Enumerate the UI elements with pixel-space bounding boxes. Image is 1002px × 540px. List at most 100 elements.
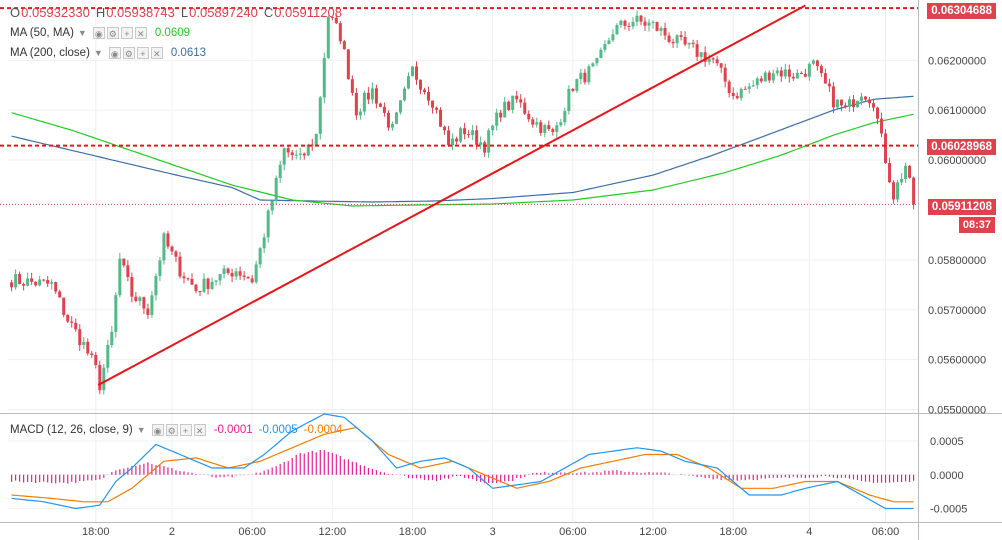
candle	[158, 257, 162, 282]
ma200-line	[11, 95, 914, 203]
gear-icon[interactable]: ⚙	[106, 27, 119, 39]
candle	[190, 273, 194, 285]
close-icon[interactable]: ✕	[193, 424, 206, 436]
candle-body	[26, 278, 30, 286]
price-axis: 0.06200000 0.06100000 0.06000000 0.05800000…	[928, 55, 986, 416]
candle-body	[763, 72, 767, 82]
candle-body	[892, 182, 896, 200]
candle-body	[643, 21, 647, 26]
macd-legend[interactable]: MACD (12, 26, close, 9) ▼ ◉ ⚙ + ✕ -0.0001 -…	[10, 421, 343, 439]
gear-icon[interactable]: ⚙	[165, 424, 178, 436]
candle	[258, 246, 262, 269]
candle	[202, 273, 206, 293]
chevron-down-icon[interactable]: ▼	[93, 48, 103, 58]
candle	[711, 57, 715, 64]
ma200-legend[interactable]: MA (200, close) ▼ ◉ ⚙ + ✕ 0.0613	[10, 44, 206, 62]
candle	[214, 279, 218, 286]
candle	[467, 130, 471, 139]
candle-body	[679, 35, 683, 38]
candle	[727, 79, 731, 98]
candle	[843, 102, 847, 109]
candle	[579, 68, 583, 85]
candle-body	[146, 308, 150, 315]
candle-body	[851, 99, 855, 108]
candle-body	[358, 111, 362, 116]
candle-body	[791, 76, 795, 79]
candle-body	[354, 92, 358, 116]
candle	[835, 99, 839, 109]
candle	[591, 62, 595, 68]
candle-body	[439, 109, 443, 127]
candle	[627, 22, 631, 31]
gear-icon[interactable]: ⚙	[122, 47, 135, 59]
candle-body	[511, 95, 515, 110]
candle-body	[555, 125, 559, 132]
candle-body	[222, 268, 226, 275]
candle-body	[451, 138, 455, 146]
candle	[451, 133, 455, 151]
candle-body	[651, 21, 655, 23]
candle-body	[735, 96, 739, 99]
candle	[282, 147, 286, 171]
candle-body	[655, 21, 659, 31]
candle-body	[158, 260, 162, 276]
candle	[246, 276, 250, 279]
candle-body	[290, 152, 294, 156]
eye-icon[interactable]: ◉	[92, 27, 105, 39]
candle	[58, 289, 62, 298]
candle-body	[819, 66, 823, 74]
candle-body	[390, 123, 394, 128]
candle-body	[166, 233, 170, 247]
candle-body	[811, 60, 815, 64]
candle	[398, 99, 402, 115]
close-icon[interactable]: ✕	[150, 47, 163, 59]
time-tick-label: 06:00	[559, 526, 587, 538]
candle-body	[202, 278, 206, 292]
candle	[218, 273, 222, 286]
candle-body	[587, 66, 591, 83]
candle	[892, 180, 896, 204]
candle-body	[22, 283, 26, 286]
candle	[310, 138, 314, 151]
candle-body	[254, 264, 258, 283]
candle	[479, 136, 483, 150]
candle	[876, 106, 880, 125]
candle	[178, 251, 182, 279]
candle	[94, 352, 98, 369]
ma50-line	[11, 112, 914, 207]
close-icon[interactable]: ✕	[134, 27, 147, 39]
candle-body	[342, 41, 346, 50]
candle	[755, 76, 759, 89]
candle	[274, 175, 278, 206]
candle	[495, 108, 499, 131]
candle	[896, 179, 900, 203]
candle	[815, 59, 819, 71]
plus-icon[interactable]: +	[120, 27, 133, 39]
ma50-legend[interactable]: MA (50, MA) ▼ ◉ ⚙ + ✕ 0.0609	[10, 24, 190, 42]
candle-body	[775, 70, 779, 74]
eye-icon[interactable]: ◉	[108, 47, 121, 59]
candle-body	[14, 274, 18, 288]
candle	[234, 267, 238, 281]
plus-icon[interactable]: +	[136, 47, 149, 59]
candle-body	[515, 95, 519, 100]
price-tick-label: 0.05800000	[928, 255, 986, 267]
candle-body	[218, 274, 222, 281]
candle	[547, 120, 551, 131]
candle-body	[815, 60, 819, 67]
plus-icon[interactable]: +	[179, 424, 192, 436]
chevron-down-icon[interactable]: ▼	[77, 28, 87, 38]
candle	[663, 22, 667, 40]
chevron-down-icon[interactable]: ▼	[136, 425, 146, 435]
macd-axis: 0.0005 0.0000 -0.0005	[930, 436, 967, 516]
candle	[471, 125, 475, 140]
candle	[374, 84, 378, 109]
candle	[350, 75, 354, 96]
candle-body	[419, 79, 423, 90]
eye-icon[interactable]: ◉	[151, 424, 164, 436]
candle-body	[174, 251, 178, 257]
candle	[603, 40, 607, 53]
candle	[34, 281, 38, 287]
candle-body	[475, 130, 479, 145]
